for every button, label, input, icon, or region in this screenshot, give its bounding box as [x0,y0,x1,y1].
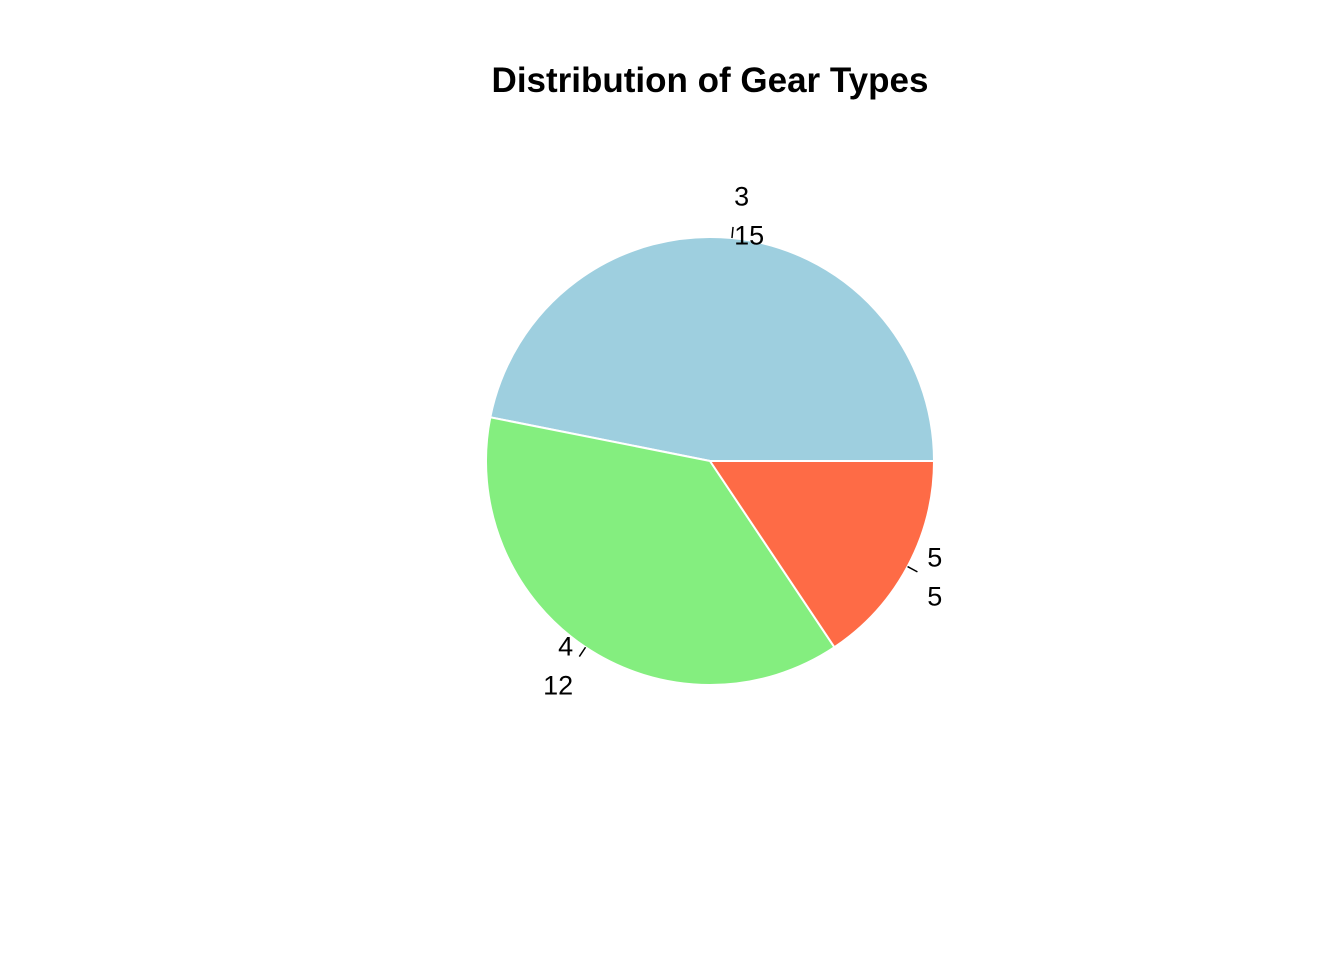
pie-value-label-gear-5: 5 [927,582,942,612]
pie-label-tick-gear-3 [731,226,734,239]
pie-category-label-gear-5: 5 [927,543,942,573]
pie-category-label-gear-4: 4 [558,631,573,661]
pie-label-tick-gear-4 [578,646,587,657]
pie-slices [485,236,936,686]
pie-value-label-gear-4: 12 [543,670,573,700]
pie-labels: 3 15 4 12 5 5 [543,181,942,700]
pie-label-tick-gear-5 [907,565,918,573]
pie-slice-gear-3 [489,236,936,462]
pie-category-label-gear-3: 3 [734,181,749,211]
chart-title: Distribution of Gear Types [492,61,929,100]
pie-slice-gear-4 [485,416,836,686]
pie-value-label-gear-3: 15 [734,220,764,250]
